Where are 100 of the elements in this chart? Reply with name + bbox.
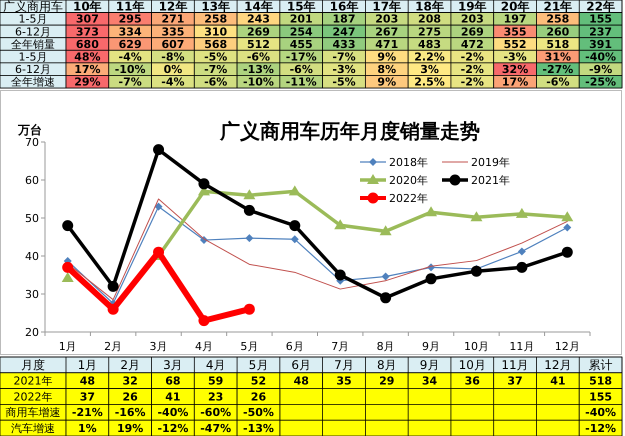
x-tick-label: 11年 [116,0,145,14]
point [289,220,300,232]
data-label: 26 [250,390,266,404]
point [334,219,346,230]
point [198,315,210,326]
legend-label: 2021年 [471,174,510,187]
data-label: 552 [504,38,527,51]
y-axis-title: 月度 [21,358,45,372]
x-tick-label: 10年 [73,0,102,14]
y-tick-label: 40 [25,250,39,263]
x-tick-label: 9月 [420,358,440,372]
point [198,178,210,190]
point [62,220,74,232]
data-label: 17% [502,76,528,89]
chart-title: 广义商用车历年月度销量走势 [219,119,480,143]
data-label: 455 [290,38,313,51]
data-label: -5% [332,76,356,89]
data-label: 307 [76,12,99,26]
data-label: -2% [460,62,484,76]
data-label: 41 [165,390,181,404]
y-tick-label: 商用车增速 [6,406,60,420]
data-label: 9% [377,76,396,89]
x-tick-label: 16年 [330,0,358,14]
data-label: -7% [118,76,142,89]
data-label: -6% [246,50,270,64]
data-label: 41 [550,374,566,388]
point [425,206,438,216]
y-tick-label: 60 [25,174,39,187]
data-label: -9% [588,62,612,76]
legend-label: 2018年 [389,156,428,169]
data-label: -6% [546,76,570,89]
x-tick-label: 10月 [458,358,486,372]
point [243,189,256,200]
y-tick-label: 2021年 [14,374,52,388]
data-label: 8% [377,62,396,76]
data-label: 3% [420,62,439,76]
data-label: 355 [504,25,527,38]
data-label: 155 [589,12,612,26]
data-label: 518 [546,38,570,51]
x-tick-label: 3月 [163,358,183,372]
data-label: -17% [286,50,317,64]
data-label: -47% [200,422,232,435]
point [382,272,390,281]
x-tick-label: 3月 [150,340,168,353]
x-tick-label: 5月 [248,358,268,372]
data-label: -4% [161,76,185,89]
data-label: -8% [161,50,185,64]
data-label: 680 [76,38,100,51]
x-tick-label: 20年 [500,0,530,14]
y-tick-label: 全年销量 [11,38,55,51]
x-tick-label: 11月 [509,340,534,353]
data-label: 59 [208,374,224,388]
y-tick-label: 1-5月 [18,12,48,26]
data-label: 258 [546,12,570,26]
data-label: -6% [204,76,228,89]
data-label: 52 [250,374,266,388]
point [470,266,482,277]
point [518,247,526,256]
point [108,304,119,315]
data-label: -2% [460,76,484,89]
data-label: -60% [200,406,232,420]
data-label: 197 [504,12,527,26]
data-label: 471 [375,38,398,51]
x-tick-label: 17年 [372,0,402,14]
data-label: -10% [243,76,274,89]
data-label: 31% [544,50,572,64]
x-tick-label: 21年 [543,0,572,14]
point [470,211,482,222]
data-label: -6% [290,62,313,76]
data-label: 335 [161,25,184,38]
data-label: 203 [460,12,484,26]
data-label: 2.5% [414,76,445,89]
point [108,280,119,292]
data-label: 269 [460,25,484,38]
data-label: -10% [114,62,146,76]
data-label: 483 [418,38,442,51]
point [380,225,392,236]
data-label: 48% [74,50,101,64]
data-label: 19% [116,422,144,435]
data-label: -13% [243,62,274,76]
x-tick-label: 2月 [104,340,122,353]
data-label: 208 [418,12,442,26]
data-label: 23 [208,390,224,404]
point [516,208,528,218]
data-label: -40% [585,50,616,64]
data-label: 1% [78,422,97,435]
data-label: 35 [336,374,352,388]
data-label: 433 [332,38,356,51]
data-label: 275 [418,25,442,38]
x-tick-label: 19年 [458,0,487,14]
data-label: 269 [246,25,270,38]
x-tick-label: 2月 [120,358,140,372]
x-tick-label: 4月 [206,358,226,372]
x-tick-label: 6月 [291,358,312,372]
point [244,204,255,216]
x-tick-label: 15年 [286,0,316,14]
point [153,246,164,258]
data-label: 48 [80,374,96,388]
legend-label: 2022年 [389,192,428,205]
data-label: -25% [585,76,616,89]
